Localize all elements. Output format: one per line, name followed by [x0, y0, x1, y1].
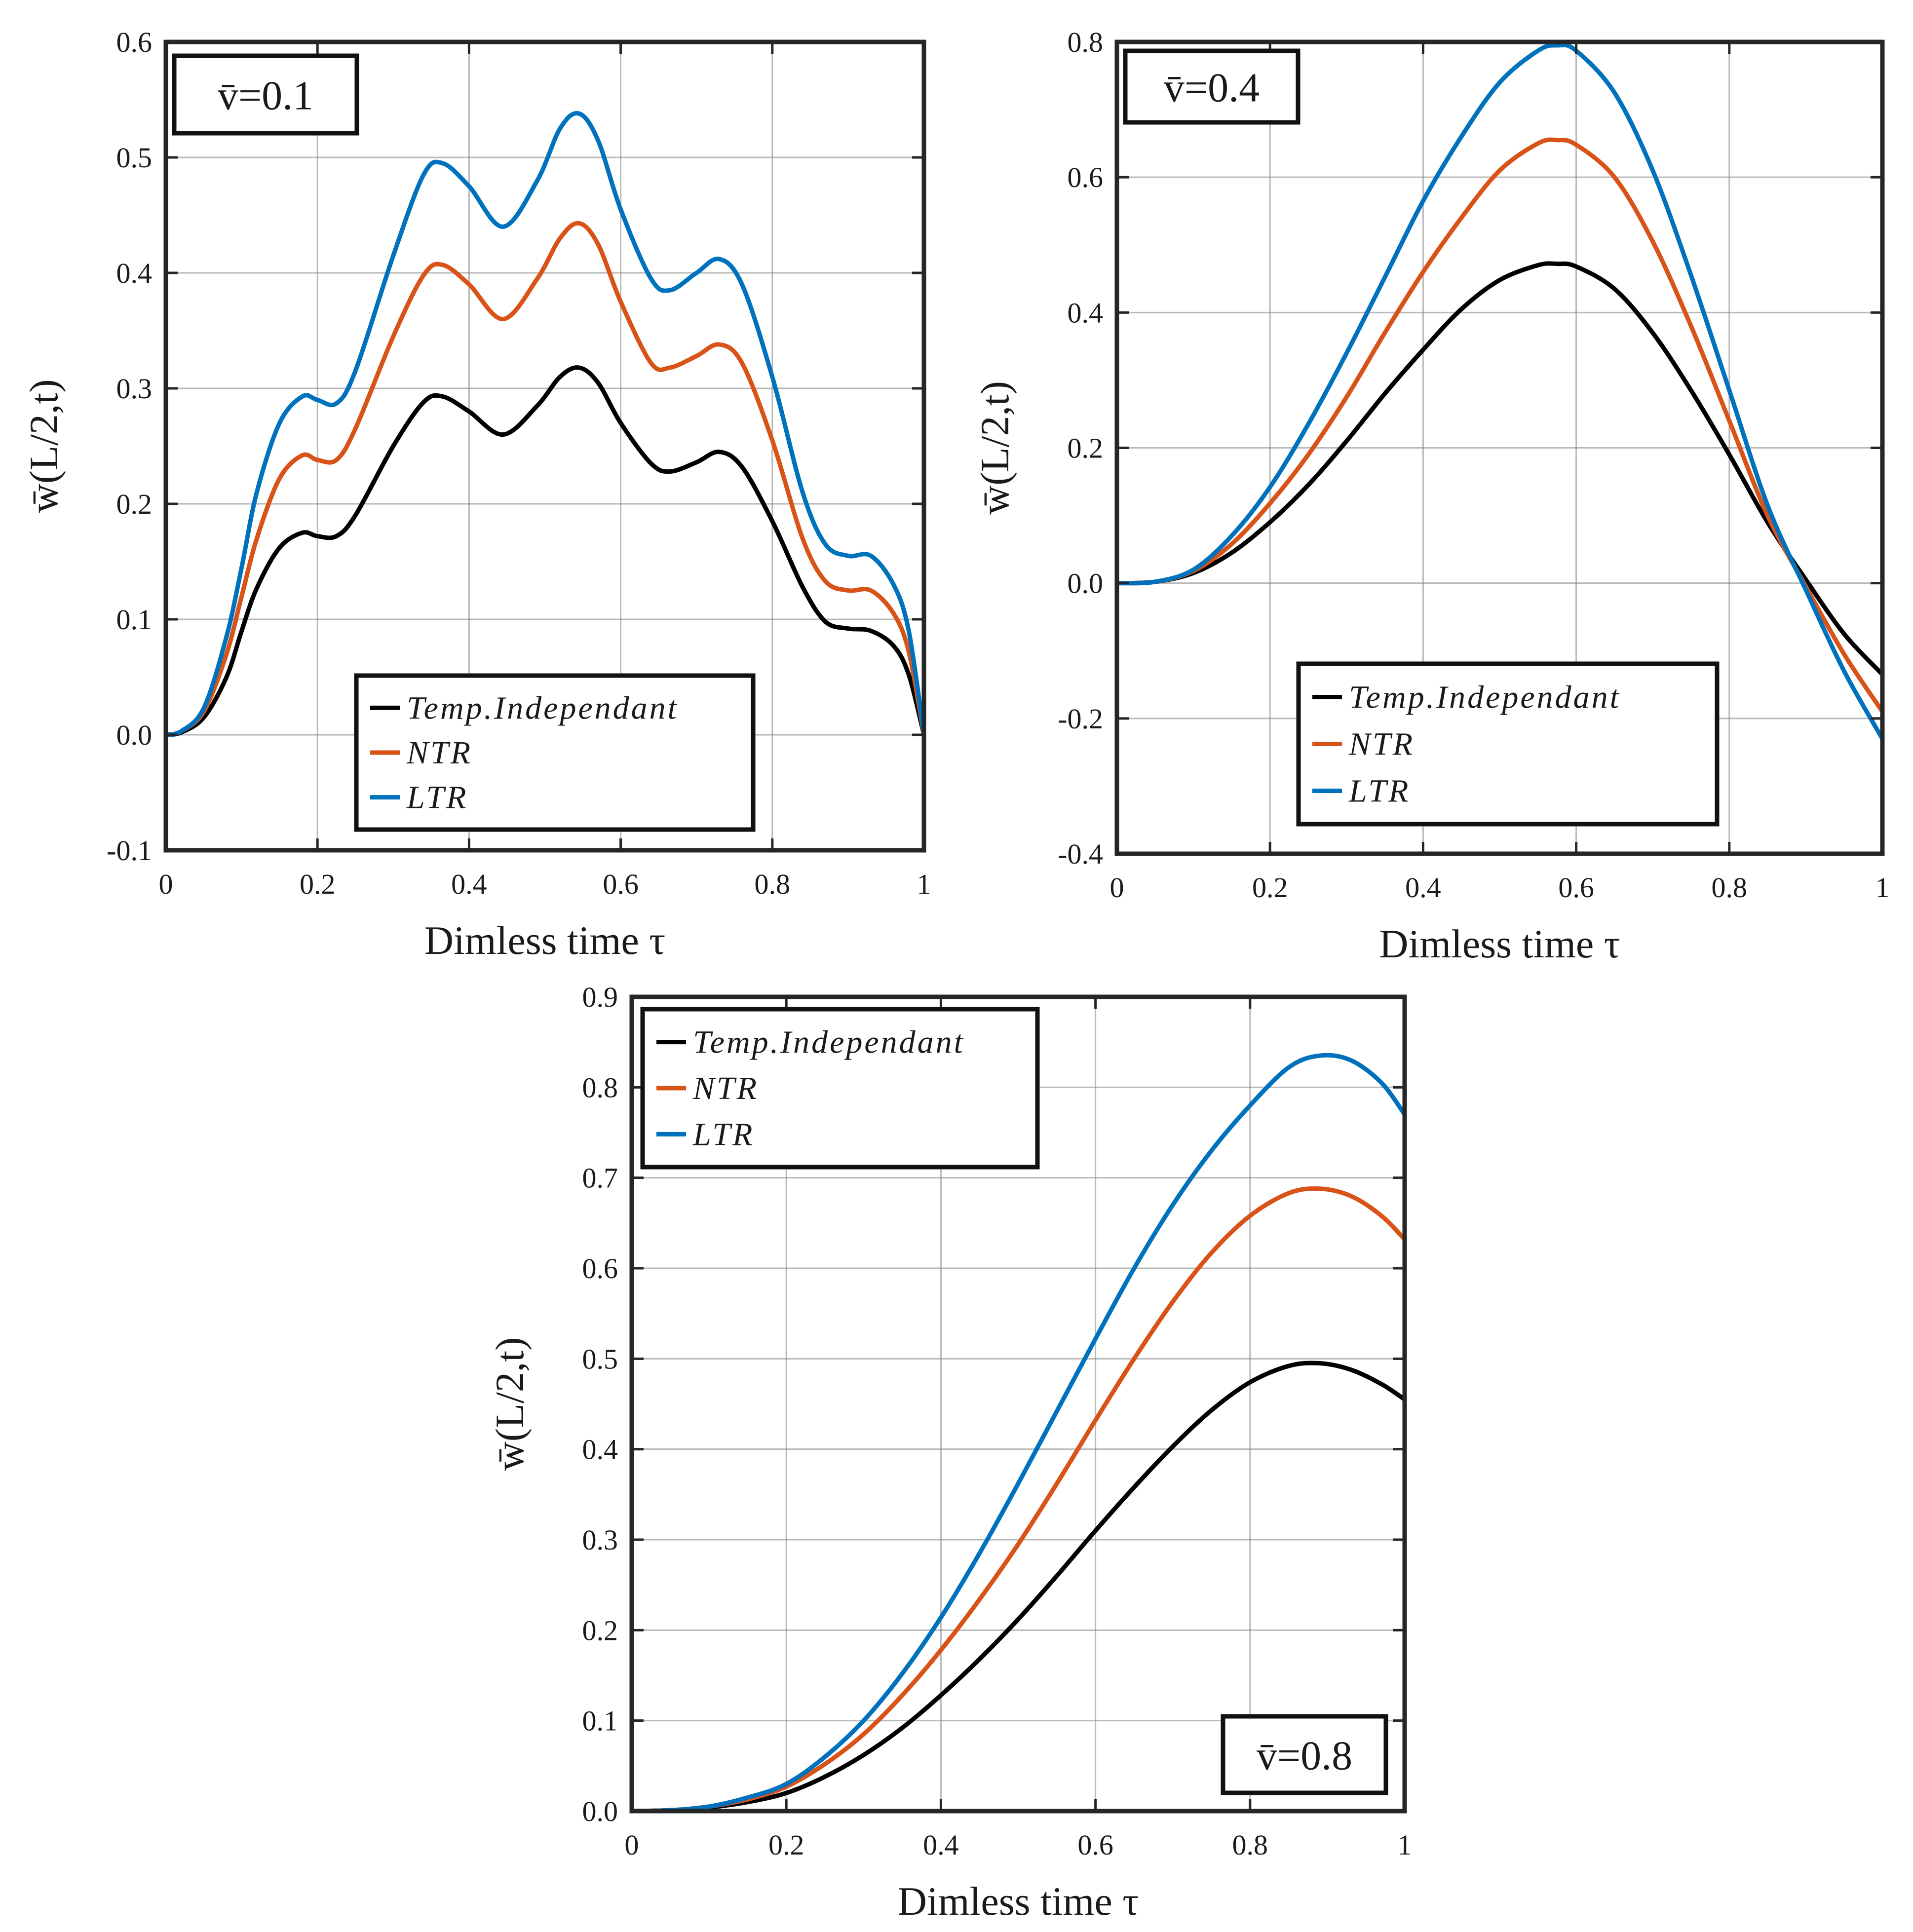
y-tick-label: 0.4: [1068, 297, 1104, 329]
y-tick-label: 0.2: [1068, 432, 1104, 464]
x-tick-label: 0: [159, 868, 173, 900]
x-tick-label: 0.8: [755, 868, 791, 900]
x-tick-label: 0.8: [1712, 871, 1748, 904]
tick-marks: [164, 40, 925, 852]
y-tick-label: 0.6: [116, 26, 153, 58]
x-tick-label: 0: [1110, 871, 1124, 904]
y-tick-label: 0.8: [1068, 26, 1104, 58]
y-tick-label: 0.3: [582, 1524, 618, 1556]
series-line-temp-independent: [632, 1361, 1405, 1811]
legend-entry-label: LTR: [1348, 773, 1410, 809]
velocity-label: v̄=0.4: [1164, 65, 1260, 111]
x-tick-label: 0.4: [451, 868, 487, 900]
y-axis-label: w̄(L/2,t): [972, 381, 1017, 515]
legend-entry-label: NTR: [692, 1070, 759, 1106]
series-line-ntr: [1117, 137, 1882, 714]
x-tick-label: 0.2: [768, 1829, 804, 1861]
x-tick-label: 0.2: [1252, 871, 1288, 904]
x-tick-label: 0.4: [923, 1829, 959, 1861]
x-tick-label: 0.2: [300, 868, 336, 900]
series-line-ltr: [632, 1053, 1405, 1811]
legend-box: [354, 673, 756, 832]
y-tick-label: 0.2: [116, 488, 153, 520]
x-tick-label: 0.6: [1558, 871, 1594, 904]
velocity-annotation: v̄=0.8: [1221, 1714, 1388, 1795]
x-tick-label: 0.6: [1077, 1829, 1113, 1861]
x-axis-label: Dimless time τ: [898, 1879, 1139, 1924]
legend: Temp.Independant NTR LTR: [354, 673, 756, 832]
x-tick-label: 0: [625, 1829, 639, 1861]
y-tick-label: -0.4: [1058, 838, 1103, 870]
y-tick-label: 0.7: [582, 1162, 618, 1194]
y-tick-label: 0.5: [582, 1343, 618, 1375]
x-tick-label: 1: [917, 868, 931, 900]
legend-entry-label: LTR: [406, 780, 468, 816]
series-line-ntr: [632, 1186, 1405, 1811]
y-axis-label: w̄(L/2,t): [21, 379, 66, 513]
x-axis-label: Dimless time τ: [1379, 921, 1620, 966]
y-tick-label: 0.8: [582, 1071, 618, 1103]
x-tick-label: 0.4: [1405, 871, 1441, 904]
y-tick-label: 0.0: [582, 1795, 618, 1827]
x-tick-label: 0.8: [1232, 1829, 1268, 1861]
velocity-annotation: v̄=0.4: [1123, 48, 1301, 125]
y-tick-label: -0.1: [107, 834, 152, 867]
chart-panel-v01: 0 0.2 0.4 0.6 0.8 1 -0.1 0.0 0.1 0.2 0.3 0.4 0.5 0.6 D…: [21, 26, 931, 963]
chart-panel-v04: 0 0.2 0.4 0.6 0.8 1 -0.4 -0.2 0.0 0.2 0.4 0.6 0.8 Dim…: [972, 26, 1890, 966]
legend-entry-label: NTR: [406, 735, 472, 771]
y-tick-label: 0.1: [116, 604, 153, 636]
velocity-annotation: v̄=0.1: [172, 53, 359, 136]
legend-box: [1296, 661, 1720, 827]
series-lines: [1117, 42, 1882, 741]
y-tick-label: 0.3: [116, 373, 153, 405]
y-tick-label: 0.4: [116, 257, 153, 289]
y-tick-label: -0.2: [1058, 703, 1103, 735]
y-tick-label: 0.9: [582, 981, 618, 1013]
series-line-ntr: [166, 221, 924, 737]
y-tick-label: 0.0: [1068, 568, 1104, 600]
x-tick-label: 1: [1398, 1829, 1412, 1861]
y-tick-label: 0.1: [582, 1705, 618, 1737]
series-line-temp-independent: [166, 365, 924, 737]
legend-entry-label: Temp.Independant: [693, 1024, 965, 1061]
axes-frame: [163, 39, 926, 853]
y-tick-label: 0.6: [582, 1252, 618, 1285]
y-axis-label: w̄(L/2,t): [487, 1337, 532, 1471]
velocity-box: [172, 53, 359, 136]
y-tick-label: 0.5: [116, 142, 153, 174]
x-tick-label: 1: [1875, 871, 1890, 904]
series-line-ltr: [166, 111, 924, 737]
series-lines: [166, 111, 924, 737]
x-tick-label: 0.6: [603, 868, 639, 900]
legend-box: [640, 1007, 1040, 1170]
tick-marks: [1115, 40, 1884, 855]
chart-panel-v08: 0 0.2 0.4 0.6 0.8 1 0.0 0.1 0.2 0.3 0.4 0.5 0.6 0.7 0.…: [487, 981, 1412, 1924]
legend: Temp.Independant NTR LTR: [640, 1007, 1040, 1170]
series-lines: [632, 1053, 1405, 1811]
velocity-label: v̄=0.1: [218, 73, 313, 119]
legend-entry-label: Temp.Independant: [1349, 680, 1621, 716]
velocity-label: v̄=0.8: [1257, 1733, 1352, 1779]
series-line-ltr: [1117, 42, 1882, 741]
velocity-box: [1221, 1714, 1388, 1795]
y-tick-label: 0.4: [582, 1434, 618, 1466]
x-axis-label: Dimless time τ: [424, 918, 665, 963]
y-tick-label: 0.0: [116, 719, 153, 751]
tick-marks: [630, 995, 1406, 1813]
y-tick-label: 0.6: [1068, 161, 1104, 193]
velocity-box: [1123, 48, 1301, 125]
series-line-temp-independent: [1117, 261, 1882, 677]
y-tick-label: 0.2: [582, 1614, 618, 1646]
legend-entry-label: Temp.Independant: [407, 690, 679, 726]
legend-entry-label: NTR: [1348, 726, 1415, 762]
legend-entry-label: LTR: [692, 1116, 754, 1152]
axes-frame: [629, 994, 1407, 1814]
legend: Temp.Independant NTR LTR: [1296, 661, 1720, 827]
